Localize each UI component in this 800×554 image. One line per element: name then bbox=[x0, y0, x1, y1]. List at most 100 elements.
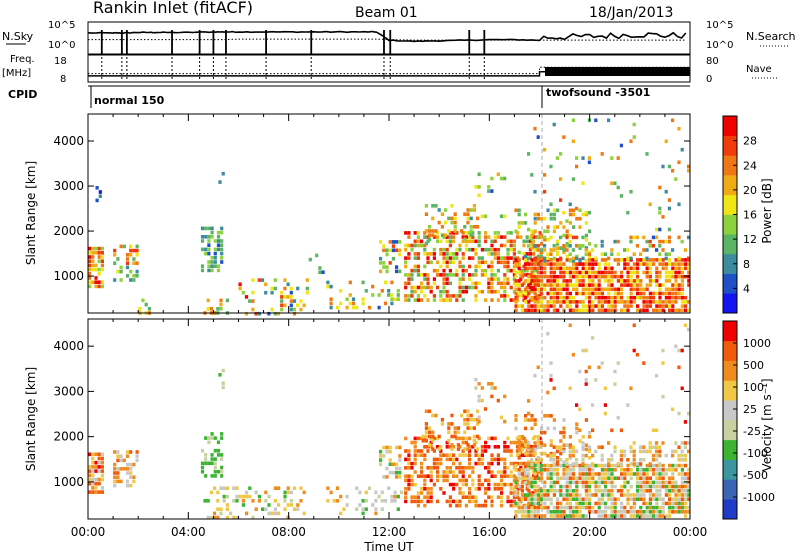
echo-cell bbox=[404, 466, 408, 470]
echo-cell bbox=[147, 307, 151, 311]
echo-cell bbox=[476, 417, 480, 422]
echo-cell bbox=[584, 514, 588, 518]
echo-cell bbox=[600, 361, 604, 365]
echo-cell bbox=[477, 461, 481, 466]
echo-cell bbox=[432, 461, 436, 466]
echo-cell bbox=[225, 298, 229, 303]
echo-cell bbox=[588, 505, 592, 510]
echo-cell bbox=[549, 270, 553, 275]
echo-cell bbox=[648, 266, 652, 271]
echo-cell bbox=[668, 505, 672, 510]
nsearch-lo-label: 10^0 bbox=[706, 40, 733, 51]
echo-cell bbox=[535, 470, 539, 474]
echo-cell bbox=[210, 260, 214, 264]
echo-cell bbox=[420, 487, 424, 491]
echo-cell bbox=[642, 468, 646, 472]
echo-cell bbox=[575, 283, 579, 287]
echo-cell bbox=[468, 466, 472, 470]
echo-cell bbox=[218, 180, 222, 184]
echo-cell bbox=[556, 468, 560, 472]
echo-cell bbox=[216, 515, 220, 520]
echo-cell bbox=[584, 283, 588, 287]
echo-cell bbox=[632, 270, 636, 275]
echo-cell bbox=[683, 453, 687, 458]
echo-cell bbox=[218, 373, 222, 377]
echo-cell bbox=[437, 434, 441, 439]
echo-cell bbox=[556, 274, 560, 279]
echo-cell bbox=[463, 417, 467, 422]
echo-cell bbox=[610, 493, 614, 497]
echo-cell bbox=[496, 298, 500, 302]
echo-cell bbox=[382, 265, 386, 269]
echo-cell bbox=[464, 239, 468, 244]
echo-cell bbox=[448, 453, 452, 457]
echo-cell bbox=[206, 515, 210, 520]
echo-cell bbox=[216, 247, 221, 252]
echo-cell bbox=[506, 445, 510, 449]
echo-cell bbox=[568, 484, 572, 489]
echo-cell bbox=[289, 299, 293, 303]
echo-cell bbox=[552, 462, 556, 466]
echo-cell bbox=[524, 308, 528, 313]
echo-cell bbox=[658, 300, 662, 304]
echo-cell bbox=[680, 505, 684, 510]
echo-cell bbox=[520, 274, 524, 279]
echo-cell bbox=[125, 462, 130, 467]
echo-cell bbox=[619, 449, 623, 454]
echo-cell bbox=[390, 499, 394, 503]
echo-cell bbox=[125, 467, 130, 471]
echo-cell bbox=[532, 503, 536, 508]
echo-cell bbox=[530, 510, 534, 514]
echo-cell bbox=[588, 274, 592, 279]
echo-cell bbox=[664, 279, 668, 283]
echo-cell bbox=[664, 256, 668, 261]
echo-cell bbox=[407, 298, 411, 302]
echo-cell bbox=[273, 286, 277, 291]
echo-cell bbox=[527, 497, 531, 501]
echo-cell bbox=[668, 480, 672, 485]
echo-cell bbox=[517, 443, 521, 447]
echo-cell bbox=[556, 287, 560, 292]
echo-cell bbox=[276, 311, 281, 316]
echo-cell bbox=[594, 291, 598, 296]
echo-cell bbox=[600, 453, 604, 458]
echo-cell bbox=[549, 501, 553, 506]
echo-cell bbox=[476, 434, 480, 439]
echo-cell bbox=[469, 229, 473, 233]
echo-cell bbox=[339, 494, 343, 499]
echo-cell bbox=[632, 505, 636, 510]
echo-cell bbox=[572, 493, 576, 497]
echo-cell bbox=[410, 474, 414, 478]
echo-cell bbox=[499, 214, 504, 219]
echo-cell bbox=[536, 439, 540, 443]
echo-cell bbox=[506, 247, 510, 252]
echo-cell bbox=[94, 280, 98, 284]
echo-cell bbox=[512, 495, 516, 499]
echo-cell bbox=[220, 247, 224, 252]
echo-cell bbox=[448, 298, 452, 302]
echo-cell bbox=[629, 274, 633, 279]
echo-cell bbox=[524, 295, 528, 300]
echo-cell bbox=[575, 262, 579, 266]
echo-cell bbox=[677, 463, 681, 468]
echo-cell bbox=[512, 243, 516, 248]
echo-cell bbox=[674, 344, 678, 349]
echo-cell bbox=[318, 266, 322, 270]
echo-cell bbox=[683, 248, 687, 252]
echo-cell bbox=[232, 486, 236, 490]
echo-cell bbox=[395, 248, 399, 253]
echo-cell bbox=[445, 264, 449, 269]
echo-cell bbox=[452, 445, 456, 449]
echo-cell bbox=[639, 262, 643, 266]
echo-cell bbox=[677, 266, 681, 271]
echo-cell bbox=[129, 471, 133, 475]
echo-cell bbox=[578, 244, 582, 248]
echo-cell bbox=[642, 480, 646, 485]
echo-cell bbox=[607, 462, 611, 466]
echo-cell bbox=[552, 451, 556, 456]
echo-cell bbox=[487, 235, 491, 239]
echo-cell bbox=[568, 386, 572, 391]
echo-cell bbox=[674, 510, 678, 514]
echo-cell bbox=[420, 449, 424, 453]
echo-cell bbox=[600, 501, 604, 506]
